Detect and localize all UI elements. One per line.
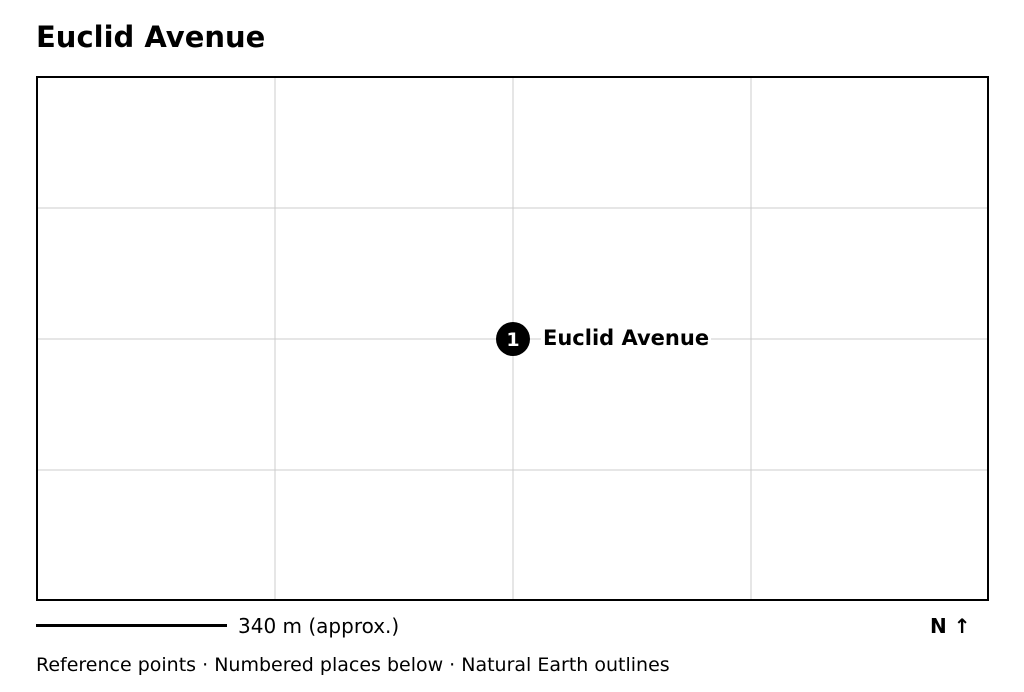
scale-bar [36, 624, 227, 627]
place-marker-1[interactable]: 1 [496, 322, 530, 356]
map-canvas[interactable]: 1 Euclid Avenue [36, 76, 989, 601]
scale-label: 340 m (approx.) [238, 614, 400, 638]
map-grid: 1 [38, 78, 987, 599]
page-title: Euclid Avenue [36, 20, 266, 54]
place-marker-circle [496, 322, 530, 356]
north-arrow-icon: N ↑ [930, 614, 971, 638]
place-label-1: Euclid Avenue [541, 325, 712, 351]
place-marker-number: 1 [506, 329, 519, 351]
attribution-note: Reference points · Numbered places below… [36, 654, 670, 676]
